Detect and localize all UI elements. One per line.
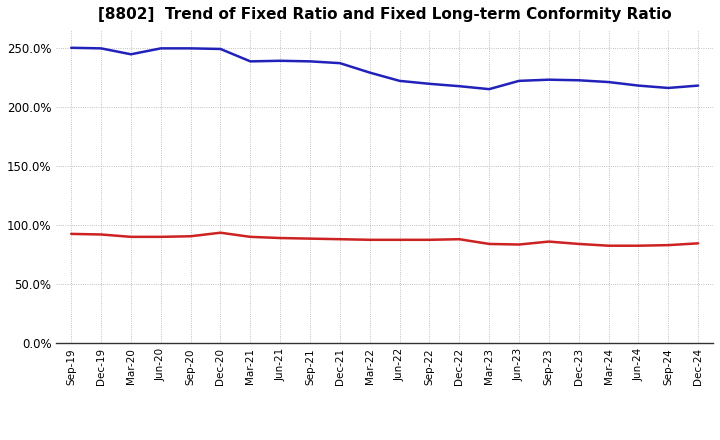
Fixed Long-term Conformity Ratio	[366, 237, 374, 242]
Fixed Long-term Conformity Ratio	[395, 237, 404, 242]
Fixed Ratio	[425, 81, 433, 87]
Fixed Long-term Conformity Ratio	[425, 237, 433, 242]
Fixed Ratio	[246, 59, 255, 64]
Fixed Ratio	[216, 46, 225, 51]
Fixed Long-term Conformity Ratio	[186, 234, 195, 239]
Fixed Ratio	[604, 79, 613, 84]
Fixed Ratio	[485, 87, 493, 92]
Fixed Ratio	[127, 51, 135, 57]
Fixed Ratio	[544, 77, 553, 82]
Fixed Ratio	[156, 46, 165, 51]
Line: Fixed Ratio: Fixed Ratio	[71, 48, 698, 89]
Fixed Ratio	[336, 61, 344, 66]
Fixed Ratio	[455, 84, 464, 89]
Fixed Ratio	[664, 85, 672, 91]
Fixed Long-term Conformity Ratio	[544, 239, 553, 244]
Fixed Ratio	[186, 46, 195, 51]
Line: Fixed Long-term Conformity Ratio: Fixed Long-term Conformity Ratio	[71, 233, 698, 246]
Fixed Ratio	[96, 46, 105, 51]
Fixed Ratio	[634, 83, 643, 88]
Fixed Long-term Conformity Ratio	[336, 237, 344, 242]
Fixed Ratio	[366, 70, 374, 75]
Fixed Long-term Conformity Ratio	[96, 232, 105, 237]
Fixed Ratio	[67, 45, 76, 51]
Fixed Long-term Conformity Ratio	[515, 242, 523, 247]
Fixed Ratio	[276, 58, 284, 63]
Fixed Long-term Conformity Ratio	[246, 234, 255, 239]
Fixed Ratio	[515, 78, 523, 84]
Fixed Ratio	[395, 78, 404, 84]
Fixed Long-term Conformity Ratio	[156, 234, 165, 239]
Fixed Ratio	[575, 77, 583, 83]
Fixed Ratio	[306, 59, 315, 64]
Fixed Long-term Conformity Ratio	[67, 231, 76, 237]
Title: [8802]  Trend of Fixed Ratio and Fixed Long-term Conformity Ratio: [8802] Trend of Fixed Ratio and Fixed Lo…	[98, 7, 672, 22]
Fixed Long-term Conformity Ratio	[664, 242, 672, 248]
Fixed Long-term Conformity Ratio	[604, 243, 613, 248]
Fixed Long-term Conformity Ratio	[575, 241, 583, 246]
Fixed Long-term Conformity Ratio	[127, 234, 135, 239]
Fixed Ratio	[694, 83, 703, 88]
Fixed Long-term Conformity Ratio	[634, 243, 643, 248]
Fixed Long-term Conformity Ratio	[306, 236, 315, 241]
Fixed Long-term Conformity Ratio	[216, 230, 225, 235]
Fixed Long-term Conformity Ratio	[485, 241, 493, 246]
Fixed Long-term Conformity Ratio	[455, 237, 464, 242]
Fixed Long-term Conformity Ratio	[694, 241, 703, 246]
Fixed Long-term Conformity Ratio	[276, 235, 284, 241]
